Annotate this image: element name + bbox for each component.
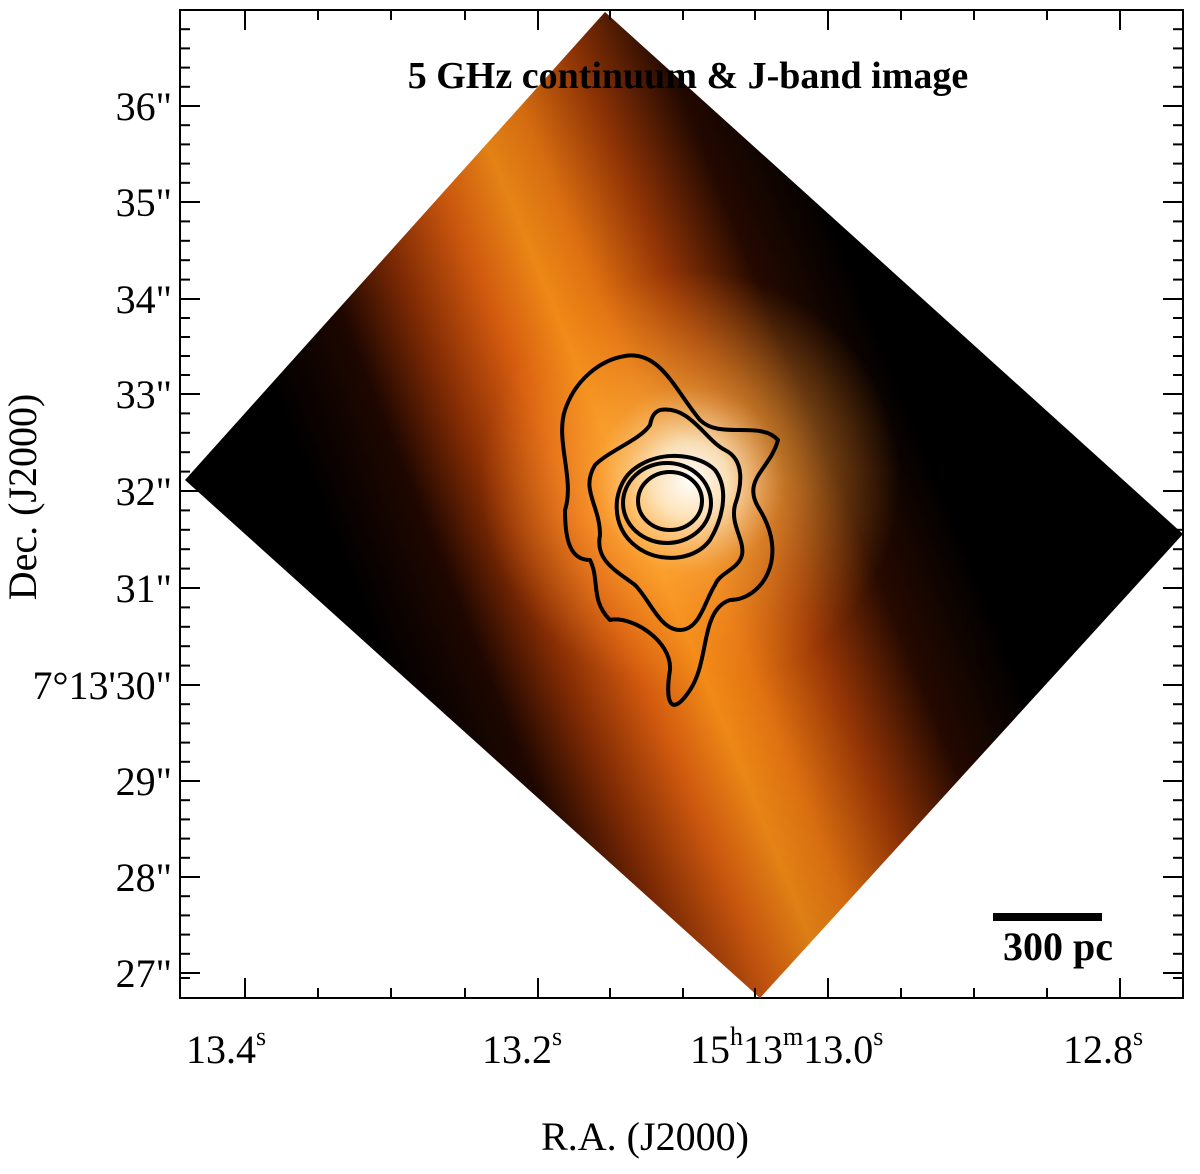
radio-contours: [560, 353, 780, 707]
scale-bar-label: 300 pc: [1003, 924, 1113, 969]
y-tick-label: 27": [116, 951, 172, 996]
tick-marks: [180, 10, 1183, 998]
y-tick-label: 35": [116, 180, 172, 225]
x-tick-labels: 13.4s 13.2s 15h13m13.0s 12.8s: [186, 1022, 1143, 1072]
y-tick-label: 31": [116, 566, 172, 611]
y-tick-label: 33": [116, 372, 172, 417]
contour-level-4: [621, 461, 713, 545]
contour-level-5: [636, 470, 704, 532]
x-tick-label: 13.2s: [482, 1022, 562, 1072]
y-tick-label: 32": [116, 469, 172, 514]
y-axis-title: Dec. (J2000): [0, 394, 45, 601]
x-axis-title: R.A. (J2000): [541, 1114, 749, 1159]
contour-level-1: [560, 353, 780, 707]
y-tick-label: 34": [116, 277, 172, 322]
y-tick-label: 29": [116, 759, 172, 804]
x-tick-label: 13.4s: [186, 1022, 266, 1072]
y-tick-label: 36": [116, 84, 172, 129]
y-tick-labels: 36" 35" 34" 33" 32" 31" 7°13'30" 29" 28"…: [32, 84, 172, 996]
contour-level-3: [614, 453, 726, 560]
y-tick-label: 7°13'30": [32, 663, 172, 708]
contour-level-2: [587, 407, 745, 632]
x-tick-label: 12.8s: [1063, 1022, 1143, 1072]
x-tick-label: 15h13m13.0s: [690, 1022, 883, 1072]
figure-title: 5 GHz continuum & J-band image: [408, 55, 969, 97]
y-tick-label: 28": [116, 855, 172, 900]
